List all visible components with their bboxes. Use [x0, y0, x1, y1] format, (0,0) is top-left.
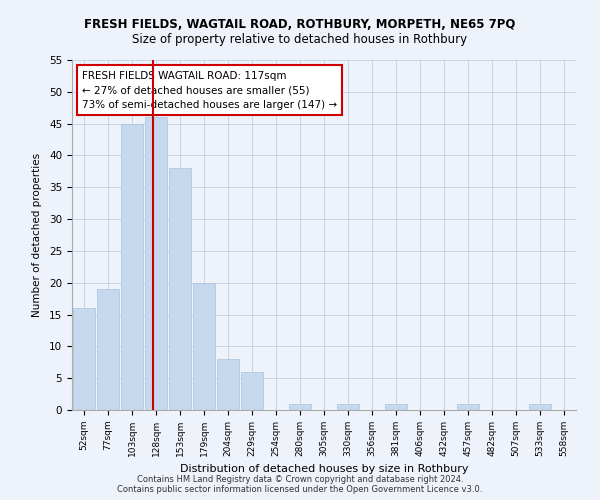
- Bar: [241, 372, 263, 410]
- Bar: [457, 404, 479, 410]
- Text: FRESH FIELDS, WAGTAIL ROAD, ROTHBURY, MORPETH, NE65 7PQ: FRESH FIELDS, WAGTAIL ROAD, ROTHBURY, MO…: [85, 18, 515, 30]
- Bar: [97, 289, 119, 410]
- X-axis label: Distribution of detached houses by size in Rothbury: Distribution of detached houses by size …: [180, 464, 468, 474]
- Text: Size of property relative to detached houses in Rothbury: Size of property relative to detached ho…: [133, 32, 467, 46]
- Bar: [529, 404, 551, 410]
- Text: Contains public sector information licensed under the Open Government Licence v3: Contains public sector information licen…: [118, 485, 482, 494]
- Bar: [169, 168, 191, 410]
- Bar: [193, 282, 215, 410]
- Bar: [385, 404, 407, 410]
- Text: Contains HM Land Registry data © Crown copyright and database right 2024.: Contains HM Land Registry data © Crown c…: [137, 475, 463, 484]
- Bar: [145, 118, 167, 410]
- Y-axis label: Number of detached properties: Number of detached properties: [32, 153, 42, 317]
- Bar: [217, 359, 239, 410]
- Text: FRESH FIELDS WAGTAIL ROAD: 117sqm
← 27% of detached houses are smaller (55)
73% : FRESH FIELDS WAGTAIL ROAD: 117sqm ← 27% …: [82, 70, 337, 110]
- Bar: [121, 124, 143, 410]
- Bar: [73, 308, 95, 410]
- Bar: [289, 404, 311, 410]
- Bar: [337, 404, 359, 410]
